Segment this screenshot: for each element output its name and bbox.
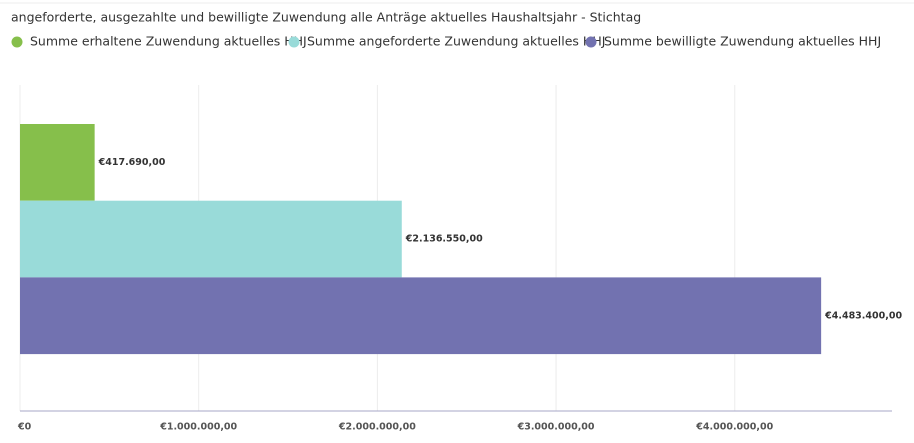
x-tick-label: €1.000.000,00 [159, 422, 237, 433]
legend-label: Summe erhaltene Zuwendung aktuelles HHJ [30, 34, 307, 49]
x-tick-label: €2.000.000,00 [338, 422, 416, 433]
legend-label: Summe angeforderte Zuwendung aktuelles H… [307, 34, 605, 49]
bar [20, 124, 95, 201]
legend-marker [11, 36, 23, 48]
x-tick-label: €3.000.000,00 [517, 422, 595, 433]
bar [20, 200, 402, 278]
chart-title: angeforderte, ausgezahlte und bewilligte… [11, 10, 641, 25]
x-tick-label: €4.000.000,00 [695, 422, 773, 433]
value-label: €2.136.550,00 [405, 234, 483, 245]
legend-label: Summe bewilligte Zuwendung aktuelles HHJ [604, 34, 881, 49]
value-label: €4.483.400,00 [824, 310, 902, 321]
legend-marker [288, 36, 300, 48]
value-label: €417.690,00 [98, 157, 166, 168]
legend-marker [585, 36, 597, 48]
bar [20, 277, 822, 355]
x-tick-label: €0 [17, 422, 32, 433]
